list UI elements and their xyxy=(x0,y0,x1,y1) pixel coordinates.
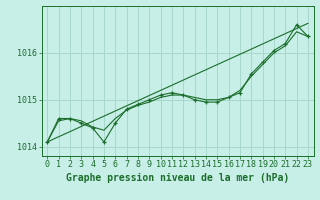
X-axis label: Graphe pression niveau de la mer (hPa): Graphe pression niveau de la mer (hPa) xyxy=(66,173,289,183)
